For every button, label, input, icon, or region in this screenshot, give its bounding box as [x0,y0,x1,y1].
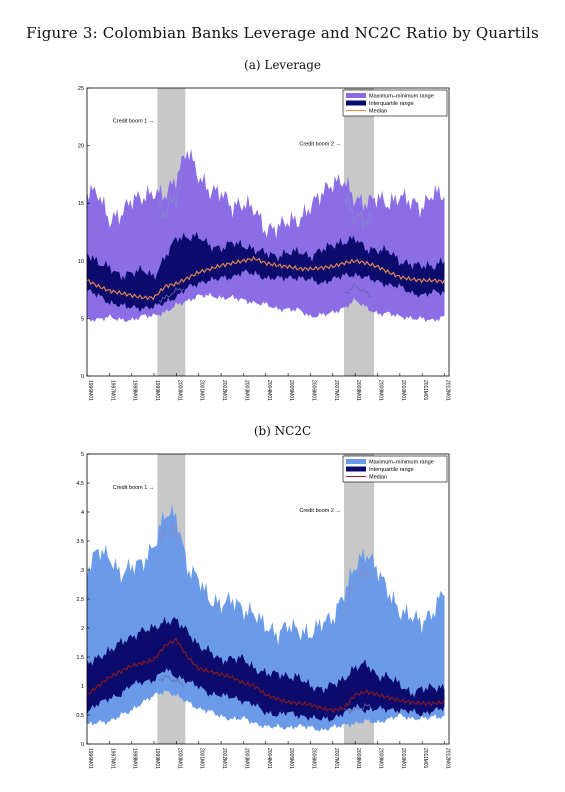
credit-boom-1-annotation: Credit boom 1 → [113,485,155,491]
x-tick-label: 2000M01 [176,380,182,401]
plot-frame [86,87,450,377]
y-tick-label: 2 [81,626,84,632]
x-tick-label: 2012M01 [445,380,451,401]
panel-b-title: (b) NC2C [253,424,312,438]
y-tick-label: 4.5 [76,481,84,487]
x-tick-label: 2006M01 [310,748,316,769]
interquartile-range-band [87,231,445,313]
boom-2-up-line [343,193,373,229]
x-tick-label: 1996M01 [87,748,93,769]
x-tick-label: 2001M01 [199,380,205,401]
x-tick-label: 2005M01 [288,380,294,401]
x-tick-label: 2004M01 [266,748,272,769]
x-tick-label: 2003M01 [243,380,249,401]
x-tick-label: 2012M01 [445,748,451,769]
legend-swatch [346,466,366,472]
y-tick-label: 15 [78,201,84,207]
x-tick-label: 2002M01 [221,748,227,769]
credit-boom-1-annotation: Credit boom 1 → [113,119,155,125]
credit-boom-2-annotation: Credit boom 2 → [299,142,341,148]
x-tick-label: 2009M01 [377,380,383,401]
y-tick-label: 5 [81,316,84,322]
y-tick-label: 0.5 [76,713,84,719]
x-tick-label: 2006M01 [310,380,316,401]
y-tick-label: 0 [81,742,84,748]
x-tick-label: 2002M01 [221,380,227,401]
x-tick-label: 2010M01 [400,380,406,401]
boom-2-lo-line [344,703,373,715]
x-tick-label: 2003M01 [243,748,249,769]
legend-swatch [346,100,366,106]
y-tick-label: 10 [78,259,84,265]
y-tick-label: 25 [78,86,84,92]
legend-label: Interquartile range [369,467,414,473]
x-tick-label: 2011M01 [422,748,428,769]
boom-2-lo-line [344,282,373,299]
x-tick-label: 1996M01 [87,380,93,401]
x-tick-label: 2005M01 [288,748,294,769]
y-tick-label: 5 [81,452,84,458]
boom-2-up-line [343,565,373,620]
boom-1-lo-line [158,674,184,688]
x-tick-label: 2008M01 [355,748,361,769]
boom-1-up-line [158,521,184,563]
panel-a-title: (a) Leverage [244,58,321,72]
x-tick-label: 1999M01 [154,748,160,769]
x-tick-label: 2009M01 [377,748,383,769]
x-tick-label: 2001M01 [199,748,205,769]
legend-label: Median [369,475,387,481]
legend-swatch [346,459,366,464]
credit-boom-2-annotation: Credit boom 2 → [299,508,341,514]
legend-label: Median [369,109,387,115]
y-tick-label: 1 [81,684,84,690]
legend-label: Maximum–minimum range [369,94,434,100]
y-tick-label: 4 [81,510,84,516]
y-tick-label: 3 [81,568,84,574]
legend-label: Interquartile range [369,101,414,107]
x-tick-label: 2000M01 [176,748,182,769]
legend-label: Maximum–minimum range [369,460,434,466]
y-tick-label: 20 [78,144,84,150]
nc2c-chart: 0 0.5 1 1.5 2 2.5 3 3.5 4 4.5 5 1996M01 1997M01 1998M… [76,452,451,769]
x-tick-label: 2008M01 [355,380,361,401]
median-line [86,637,445,714]
figure-title: Figure 3: Colombian Banks Leverage and N… [26,24,539,42]
y-tick-label: 2.5 [76,597,84,603]
x-tick-label: 2010M01 [400,748,406,769]
x-tick-label: 2011M01 [422,380,428,401]
y-tick-label: 0 [81,374,84,380]
y-tick-label: 1.5 [76,655,84,661]
x-tick-label: 2007M01 [333,748,339,769]
leverage-chart: 0 5 10 15 20 25 1996M01 1997M01 1998M01 1999M01 20… [78,86,451,401]
boom-1-lo-line [158,286,184,303]
x-tick-label: 1998M01 [132,380,138,401]
x-tick-label: 1997M01 [109,748,115,769]
x-tick-label: 1998M01 [132,748,138,769]
x-tick-label: 1999M01 [154,380,160,401]
median-line [86,255,445,301]
legend-swatch [346,93,366,98]
x-tick-label: 2004M01 [266,380,272,401]
y-tick-label: 3.5 [76,539,84,545]
x-tick-label: 2007M01 [333,380,339,401]
boom-1-up-line [158,172,184,219]
x-tick-label: 1997M01 [109,380,115,401]
